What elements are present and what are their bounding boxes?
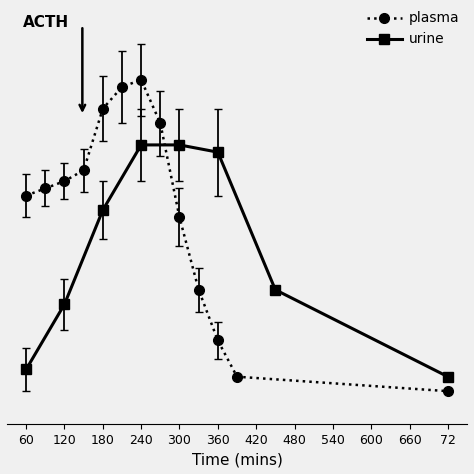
Text: ACTH: ACTH — [23, 15, 69, 29]
Legend: plasma, urine: plasma, urine — [361, 6, 465, 52]
X-axis label: Time (mins): Time (mins) — [191, 452, 283, 467]
